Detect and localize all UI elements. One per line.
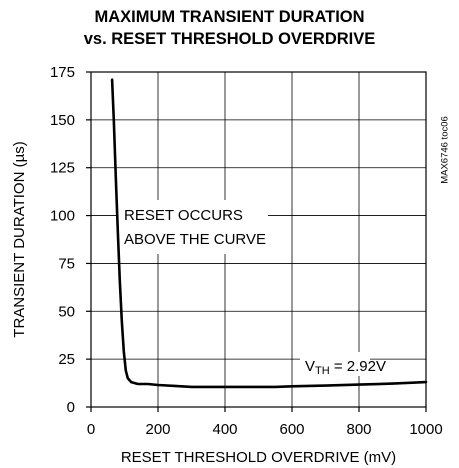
x-tick-label: 0 [87,421,95,438]
x-tick-label: 400 [212,421,237,438]
vth-mask [300,352,370,376]
title-line-1: MAXIMUM TRANSIENT DURATION [94,8,365,26]
region-annotation-line-1: RESET OCCURS [124,207,243,224]
y-tick-label: 50 [58,303,75,320]
x-tick-label: 200 [145,421,170,438]
y-tick-label: 150 [50,112,75,129]
x-tick-label: 1000 [409,421,442,438]
y-tick-label: 175 [50,64,75,81]
tick-marks [86,71,427,412]
x-tick-label: 600 [279,421,304,438]
y-tick-label: 75 [58,255,75,272]
title-line-2: vs. RESET THRESHOLD OVERDRIVE [83,30,376,48]
region-annotation-line-2: ABOVE THE CURVE [124,231,266,248]
series-line [110,78,428,389]
x-tick-label: 800 [346,421,371,438]
vth-annotation: VTH = 2.92V [305,358,386,377]
y-tick-label: 0 [67,399,75,416]
plot-frame [90,71,427,408]
x-tick-labels: 0 200 400 600 800 1000 [87,421,443,438]
y-axis-label: TRANSIENT DURATION (µs) [11,141,28,337]
x-axis-label: RESET THRESHOLD OVERDRIVE (mV) [121,449,396,466]
y-tick-label: 25 [58,351,75,368]
y-tick-label: 125 [50,160,75,177]
y-tick-label: 100 [50,208,75,225]
chart-title: MAXIMUM TRANSIENT DURATION vs. RESET THR… [0,6,459,50]
annotation-mask [118,200,268,254]
y-tick-labels: 0 25 50 75 100 125 150 175 [50,64,75,416]
